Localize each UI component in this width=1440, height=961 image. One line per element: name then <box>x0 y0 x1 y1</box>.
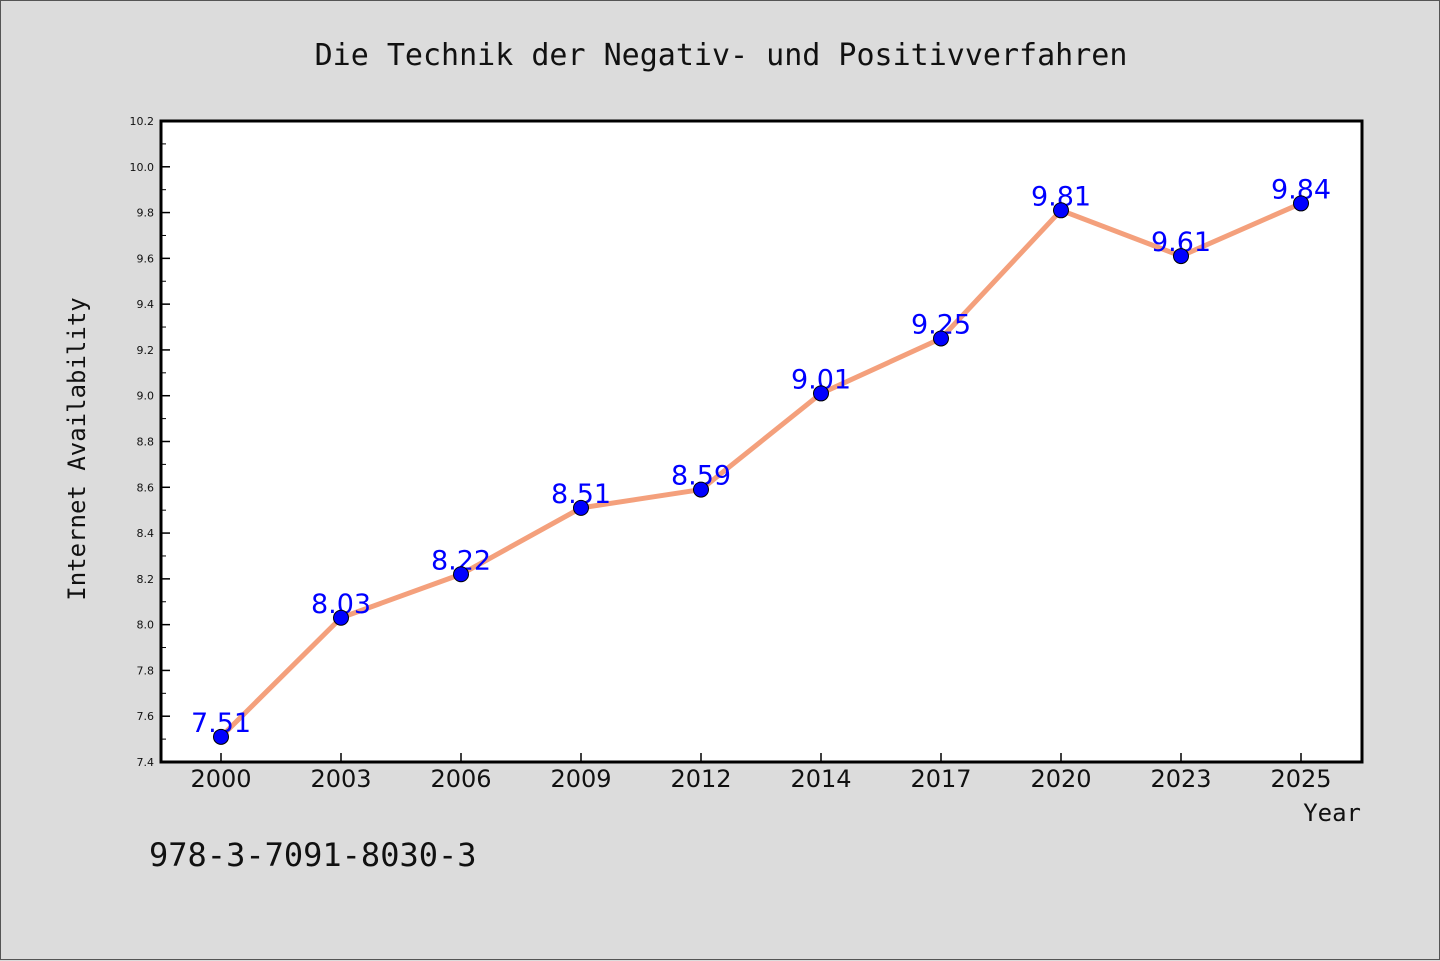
isbn-annotation: 978-3-7091-8030-3 <box>149 836 477 874</box>
data-point-marker <box>813 385 829 402</box>
x-tick-label: 2023 <box>1150 765 1211 793</box>
y-tick-label: 8.8 <box>137 436 155 449</box>
data-point-marker <box>1293 195 1309 212</box>
y-axis-title: Internet Availability <box>63 297 91 600</box>
data-point-marker <box>573 499 589 516</box>
x-tick-label: 2020 <box>1030 765 1091 793</box>
x-tick-label: 2000 <box>190 765 251 793</box>
x-axis: 2000 2003 2006 2009 2012 2014 2017 2020 2023 2025 <box>190 753 1332 793</box>
y-tick-label: 9.6 <box>137 252 155 265</box>
y-tick-label: 9.0 <box>137 390 155 403</box>
chart-title: Die Technik der Negativ- und Positivverf… <box>315 38 1128 73</box>
y-tick-label: 8.4 <box>137 527 155 540</box>
series-line <box>218 200 1304 740</box>
x-tick-label: 2006 <box>430 765 491 793</box>
y-tick-label: 8.0 <box>137 619 155 632</box>
y-tick-label: 7.8 <box>137 664 155 677</box>
data-point-marker <box>333 609 349 626</box>
data-point-marker <box>1173 248 1189 265</box>
x-tick-label: 2025 <box>1270 765 1331 793</box>
x-tick-label: 2009 <box>550 765 611 793</box>
series-layer: 7.518.038.228.518.599.019.259.819.619.84 <box>191 174 1331 745</box>
data-point-marker <box>1053 202 1069 219</box>
data-point-marker <box>933 330 949 347</box>
data-point-marker <box>453 566 469 583</box>
x-tick-label: 2014 <box>790 765 851 793</box>
y-tick-label: 9.8 <box>137 207 155 220</box>
y-tick-label: 8.6 <box>137 481 155 494</box>
y-axis: 7.4 7.6 7.8 8.0 8.2 8.4 8.6 8.8 9.0 9.2 9.4 9.6 9.8 1… <box>130 115 170 769</box>
y-tick-label: 8.2 <box>137 573 155 586</box>
data-point-marker <box>213 728 229 745</box>
x-tick-label: 2017 <box>910 765 971 793</box>
y-tick-label: 7.4 <box>137 756 155 769</box>
y-tick-label: 7.6 <box>137 710 155 723</box>
y-tick-label: 10.2 <box>130 115 155 128</box>
x-tick-label: 2012 <box>670 765 731 793</box>
data-point-marker <box>693 481 709 498</box>
x-axis-title: Year <box>1303 799 1361 827</box>
y-tick-label: 9.4 <box>137 298 155 311</box>
y-tick-label: 10.0 <box>130 161 155 174</box>
y-tick-label: 9.2 <box>137 344 155 357</box>
x-tick-label: 2003 <box>310 765 371 793</box>
